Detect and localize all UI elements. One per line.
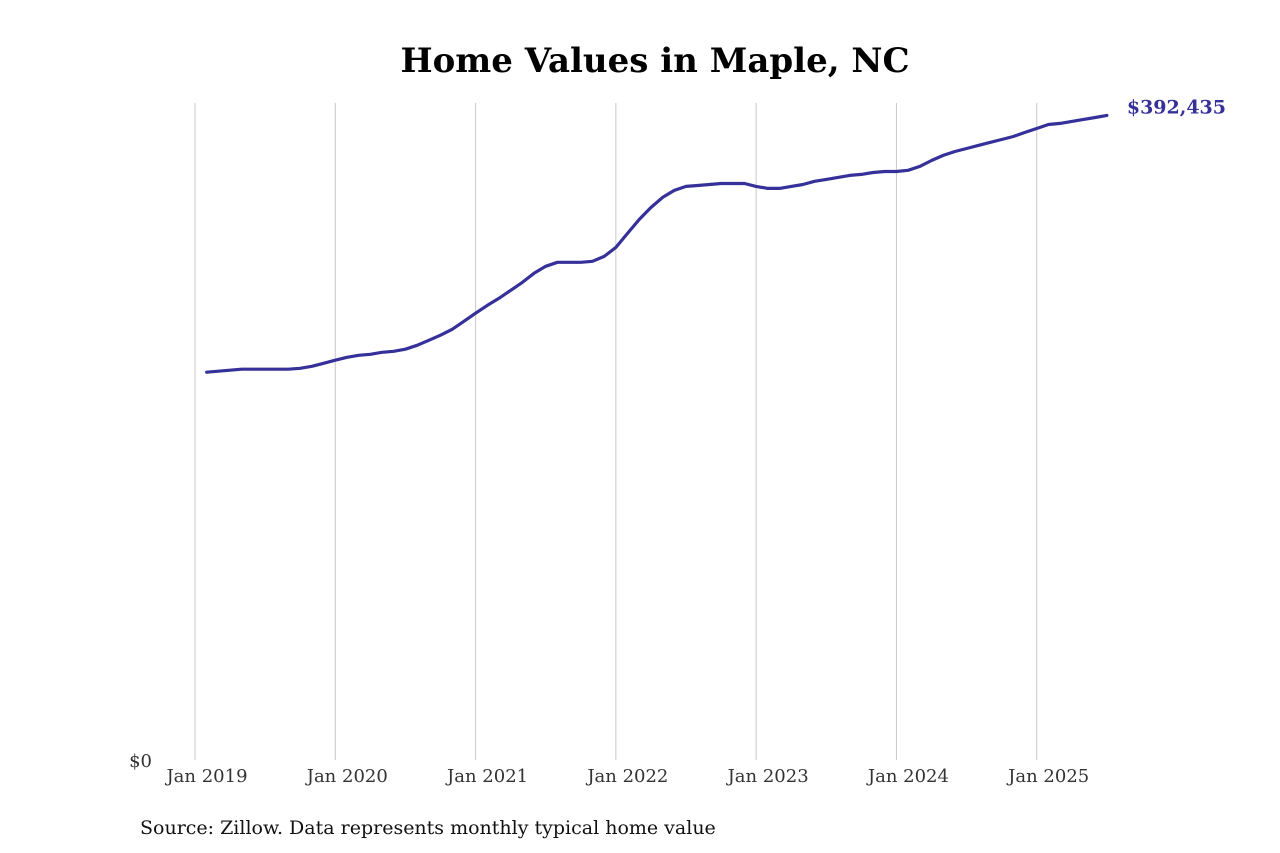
- x-tick-label: Jan 2024: [866, 766, 949, 787]
- value-label: $392,435: [1127, 96, 1226, 118]
- x-tick-label: Jan 2023: [726, 766, 809, 787]
- y-tick-label: $0: [129, 751, 152, 772]
- x-tick-label: Jan 2025: [1006, 766, 1089, 787]
- x-tick-label: Jan 2019: [164, 766, 247, 787]
- x-tick-label: Jan 2021: [445, 766, 528, 787]
- x-tick-label: Jan 2022: [585, 766, 668, 787]
- source-note: Source: Zillow. Data represents monthly …: [140, 817, 716, 839]
- chart-title: Home Values in Maple, NC: [400, 41, 909, 81]
- value-line: [205, 113, 1109, 374]
- x-tick-label: Jan 2020: [305, 766, 388, 787]
